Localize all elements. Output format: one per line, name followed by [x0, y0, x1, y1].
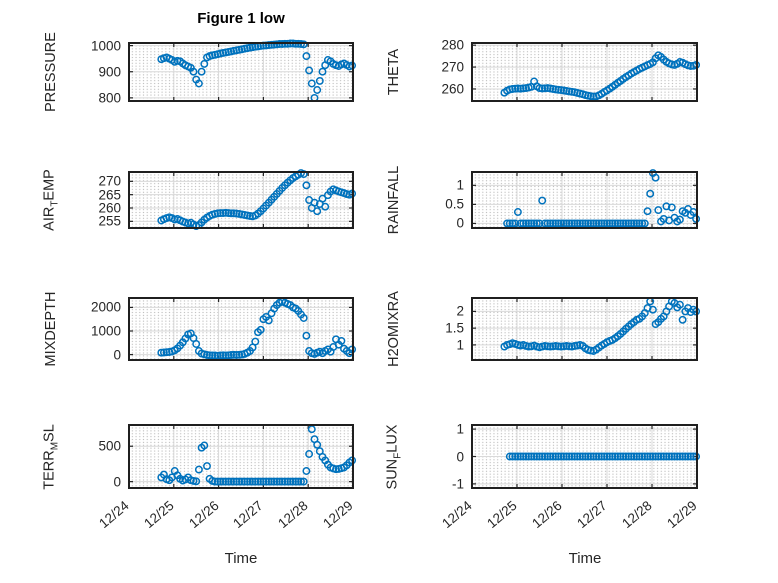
y-tick-label: -1: [451, 476, 464, 492]
y-axis-label: THETA: [386, 49, 402, 95]
subplot-pressure: [128, 39, 357, 102]
y-tick-label: 260: [98, 200, 121, 216]
x-tick-label: 12/26: [529, 497, 565, 532]
y-axis-label-text: AIR: [41, 206, 58, 231]
subplot-theta: [471, 42, 701, 102]
y-tick-label: 1: [456, 337, 464, 353]
plot-border: [128, 171, 354, 229]
x-tick-label: 12/24: [439, 497, 475, 532]
y-tick-label: 1000: [90, 37, 121, 53]
y-axis-label-text: PRESSURE: [43, 32, 59, 112]
x-tick-label: 12/25: [484, 497, 520, 532]
y-tick-label: 0.5: [445, 196, 464, 212]
plot-border: [471, 297, 698, 361]
y-tick-label: 255: [98, 213, 121, 229]
y-tick-label: 1000: [90, 323, 121, 339]
y-axis-label: PRESSURE: [43, 32, 59, 112]
plot-border: [471, 424, 698, 489]
scatter-series: [500, 297, 701, 355]
y-tick-label: 1: [456, 177, 464, 193]
y-tick-label: 1: [456, 421, 464, 437]
scatter-series: [157, 425, 357, 486]
y-axis-label-text: MIXDEPTH: [43, 291, 59, 367]
y-axis-label-subscript: F: [392, 452, 404, 459]
scatter-series: [500, 51, 701, 101]
y-axis-label: SUNFLUX: [385, 424, 404, 489]
plot-border: [471, 171, 698, 229]
plot-border: [471, 42, 698, 102]
y-tick-label: 2000: [90, 299, 121, 315]
x-tick-label: 12/29: [664, 497, 700, 532]
y-tick-label: 1.5: [445, 320, 464, 336]
x-tick-label: 12/24: [96, 497, 132, 532]
y-axis-label: TERRMSL: [42, 424, 61, 490]
plot-border: [128, 297, 354, 361]
y-tick-label: 265: [98, 186, 121, 202]
y-tick-label: 0: [456, 448, 464, 464]
y-axis-label-subscript: T: [49, 200, 61, 207]
y-tick-label: 260: [441, 81, 464, 97]
subplot-terr_msl: [128, 424, 357, 489]
y-axis-label-text: THETA: [386, 48, 402, 96]
scatter-series: [505, 452, 701, 461]
y-axis-label-text: SUN: [384, 458, 401, 489]
y-axis-label: RAINFALL: [386, 166, 402, 235]
x-axis-label-left: Time: [224, 550, 258, 567]
plot-canvas: [471, 42, 701, 102]
y-axis-label: H2OMIXRA: [386, 291, 402, 367]
y-tick-label: 270: [98, 173, 121, 189]
y-tick-label: 500: [98, 438, 121, 454]
x-axis-label-right: Time: [568, 550, 602, 567]
y-tick-label: 0: [456, 215, 464, 231]
plot-canvas: [471, 424, 701, 489]
y-axis-label-subscript: M: [49, 441, 61, 450]
scatter-series: [157, 39, 357, 102]
figure-title: Figure 1 low: [197, 10, 285, 27]
x-tick-label: 12/29: [320, 497, 356, 532]
y-tick-label: 270: [441, 59, 464, 75]
y-tick-label: 900: [98, 63, 121, 79]
y-tick-label: 2: [456, 303, 464, 319]
y-axis-label: MIXDEPTH: [43, 292, 59, 367]
major-grid: [472, 298, 697, 360]
y-tick-label: 0: [113, 346, 121, 362]
y-axis-label-text: LUX: [384, 424, 401, 453]
subplot-rainfall: [471, 169, 701, 229]
y-tick-label: 0: [113, 473, 121, 489]
subplot-sun_flux: [471, 424, 701, 489]
plot-canvas: [128, 169, 357, 231]
y-axis-label-text: TERR: [41, 449, 58, 490]
y-axis-label-text: RAINFALL: [386, 165, 402, 235]
scatter-series: [503, 169, 701, 228]
plot-canvas: [471, 297, 701, 361]
x-tick-label: 12/25: [140, 497, 177, 532]
y-tick-label: 800: [98, 90, 121, 106]
subplot-h2omixra: [471, 297, 701, 361]
y-axis-label-text: SL: [41, 423, 58, 442]
y-tick-label: 280: [441, 37, 464, 53]
plot-canvas: [128, 39, 357, 102]
plot-border: [128, 42, 354, 102]
plot-border: [128, 424, 354, 489]
x-tick-label: 12/27: [574, 497, 610, 532]
y-axis-label-text: H2OMIXRA: [386, 291, 402, 367]
plot-canvas: [471, 169, 701, 229]
y-axis-label-text: EMP: [41, 169, 58, 201]
scatter-series: [157, 297, 357, 360]
x-tick-label: 12/28: [619, 497, 655, 532]
plot-canvas: [128, 297, 357, 361]
subplot-air_temp: [128, 169, 357, 231]
y-axis-label: AIRTEMP: [42, 169, 61, 231]
subplot-mixdepth: [128, 297, 357, 361]
plot-canvas: [128, 424, 357, 489]
scatter-series: [157, 169, 357, 231]
